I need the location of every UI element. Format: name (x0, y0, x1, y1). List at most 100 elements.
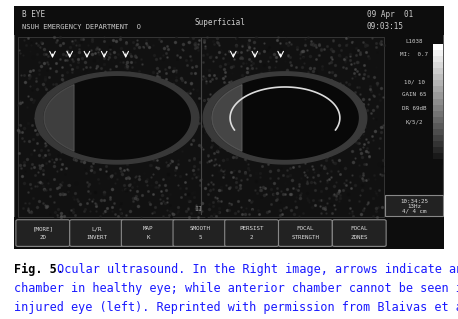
Point (100, 142, 107, 147)
Point (249, 211, 256, 217)
Point (15, 102, 22, 107)
Point (87, 73, 95, 78)
Point (45, 151, 53, 156)
Point (49, 155, 56, 160)
Point (373, 80, 381, 85)
Point (100, 197, 107, 202)
Point (248, 93, 255, 98)
Point (284, 108, 291, 113)
Point (116, 37, 123, 42)
Point (344, 88, 352, 93)
Point (261, 71, 268, 77)
Point (40, 47, 48, 52)
Point (276, 41, 284, 46)
Point (315, 75, 322, 80)
Point (70, 206, 77, 211)
Point (190, 202, 197, 207)
Point (349, 211, 356, 216)
Point (118, 213, 125, 218)
Point (215, 210, 222, 215)
Point (211, 103, 218, 108)
Point (69, 59, 76, 64)
Point (190, 164, 197, 169)
Point (64, 116, 71, 122)
Point (187, 91, 194, 96)
Point (22, 200, 29, 205)
Point (179, 114, 186, 119)
Point (142, 178, 150, 183)
Point (41, 114, 48, 119)
Point (45, 99, 52, 104)
Point (118, 171, 125, 176)
Point (20, 73, 27, 78)
Point (242, 158, 250, 163)
Point (85, 73, 92, 78)
Point (304, 143, 311, 148)
Bar (433, 141, 443, 147)
Point (124, 130, 131, 135)
Point (339, 82, 347, 87)
Point (278, 144, 285, 149)
Point (228, 103, 235, 108)
Point (43, 127, 50, 132)
Point (22, 168, 29, 174)
Point (111, 170, 118, 175)
Point (280, 127, 287, 132)
Point (56, 95, 63, 100)
Point (232, 154, 240, 159)
Point (306, 80, 314, 85)
Point (158, 78, 166, 84)
Point (177, 117, 184, 122)
Point (61, 109, 68, 114)
Point (250, 45, 257, 50)
Point (209, 146, 216, 151)
Point (359, 176, 366, 181)
Point (198, 176, 205, 181)
Point (56, 167, 63, 173)
Point (339, 93, 347, 98)
Point (79, 66, 87, 71)
Point (190, 157, 197, 162)
Point (189, 64, 196, 70)
Point (360, 75, 367, 80)
Point (166, 209, 174, 214)
Point (276, 208, 283, 213)
Point (325, 105, 333, 110)
Point (294, 125, 302, 130)
Point (202, 67, 210, 72)
Point (203, 160, 210, 165)
Point (222, 62, 229, 67)
Point (287, 59, 294, 64)
Point (332, 193, 339, 198)
Point (87, 208, 94, 213)
Point (241, 124, 249, 129)
Point (378, 94, 386, 99)
Point (124, 54, 131, 59)
Point (19, 205, 27, 211)
Point (319, 204, 326, 209)
Point (33, 75, 40, 80)
Point (192, 134, 199, 139)
Point (296, 138, 304, 143)
Point (146, 199, 153, 204)
Point (256, 185, 263, 190)
Point (37, 165, 44, 170)
Point (256, 170, 263, 175)
Point (273, 122, 280, 127)
Point (199, 60, 207, 65)
Point (86, 158, 93, 163)
Point (196, 160, 203, 165)
Point (349, 148, 357, 153)
Point (176, 86, 183, 91)
Point (123, 162, 131, 167)
Point (327, 137, 335, 142)
Point (323, 129, 330, 134)
Point (370, 172, 377, 177)
Point (132, 55, 140, 60)
Point (331, 206, 338, 211)
Point (160, 122, 168, 127)
Point (178, 47, 185, 52)
Point (252, 109, 259, 114)
Point (204, 121, 212, 126)
Point (253, 121, 261, 126)
